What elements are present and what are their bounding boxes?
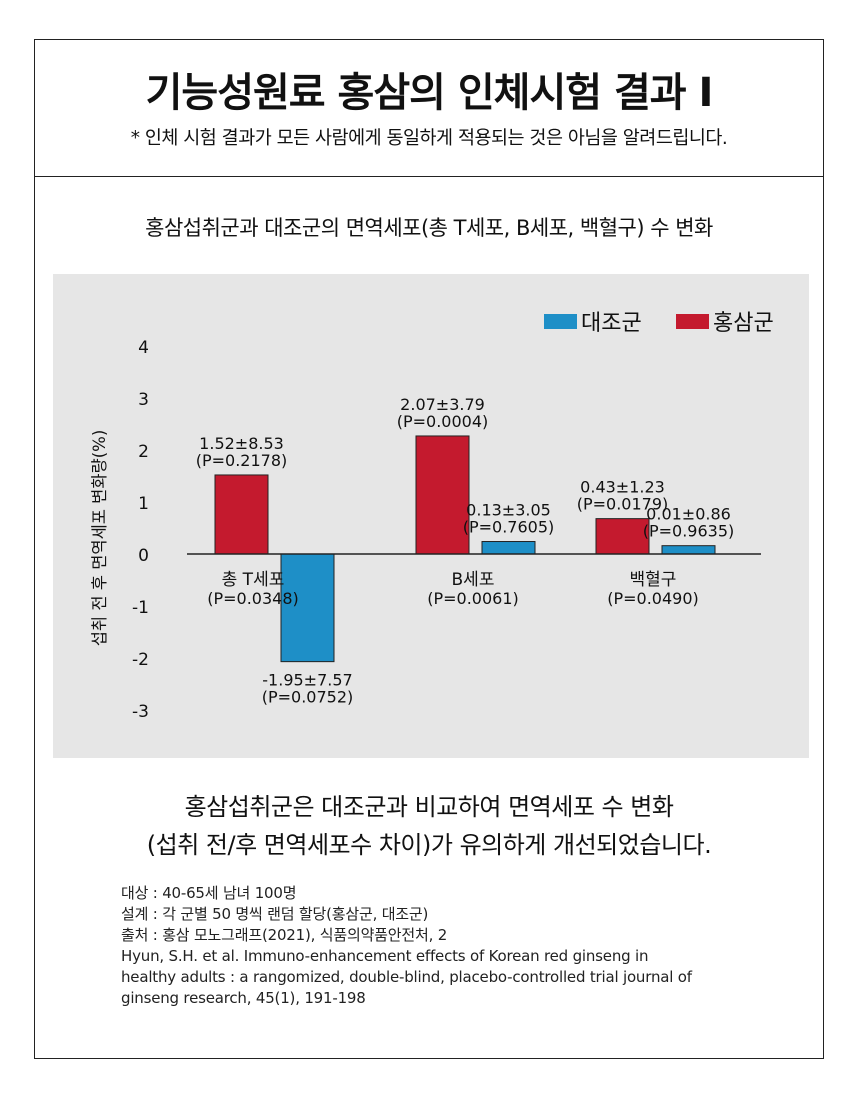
data-label: 2.07±3.79 — [400, 395, 485, 414]
y-tick-label: 3 — [138, 390, 149, 410]
chart-title: 홍삼섭취군과 대조군의 면역세포(총 T세포, B세포, 백혈구) 수 변화 — [145, 216, 713, 240]
category-p-value: (P=0.0348) — [207, 589, 299, 608]
reference-line: 대상 : 40-65세 남녀 100명 — [121, 884, 297, 902]
legend-swatch — [544, 314, 577, 329]
bar — [595, 518, 650, 555]
data-label: (P=0.0004) — [397, 412, 489, 431]
y-tick-label: 4 — [138, 338, 149, 358]
data-label: 1.52±8.53 — [199, 434, 284, 453]
y-tick-label: 2 — [138, 442, 149, 462]
data-label: (P=0.2178) — [196, 451, 288, 470]
chart: 4 3 2 1 0 -1 -2 -3 섭취 전 후 면역세포 변화량(%) 대조군 홍삼군 1.52±… — [53, 274, 809, 758]
conclusion-line-1: 홍삼섭취군은 대조군과 비교하여 면역세포 수 변화 — [184, 793, 674, 821]
data-label: (P=0.0752) — [262, 688, 354, 707]
legend-swatch — [676, 314, 709, 329]
data-label: (P=0.9635) — [643, 522, 735, 541]
reference-line: 출처 : 홍삼 모노그래프(2021), 식품의약품안전처, 2 — [121, 926, 448, 944]
data-label: 0.13±3.05 — [466, 501, 551, 520]
y-tick-label: -1 — [132, 598, 149, 618]
bar — [415, 435, 470, 555]
reference-line: Hyun, S.H. et al. Immuno-enhancement eff… — [121, 947, 649, 965]
category-label: 총 T세포 — [222, 570, 285, 590]
bar-chart-svg: 4 3 2 1 0 -1 -2 -3 섭취 전 후 면역세포 변화량(%) 대조군 홍삼군 1.52±… — [53, 274, 809, 758]
legend-label: 대조군 — [581, 311, 642, 336]
category-p-value: (P=0.0061) — [427, 589, 519, 608]
bar — [280, 553, 335, 663]
header: 기능성원료 홍삼의 인체시험 결과 I * 인체 시험 결과가 모든 사람에게 … — [35, 40, 823, 177]
y-tick-label: 1 — [138, 494, 149, 514]
data-label: 0.43±1.23 — [580, 478, 665, 497]
y-tick-label: -2 — [132, 650, 149, 670]
bar — [661, 545, 716, 555]
conclusion-line-2: (섭취 전/후 면역세포수 차이)가 유의하게 개선되었습니다. — [146, 831, 712, 859]
content-frame: 기능성원료 홍삼의 인체시험 결과 I * 인체 시험 결과가 모든 사람에게 … — [34, 39, 824, 1059]
y-axis-label: 섭취 전 후 면역세포 변화량(%) — [90, 430, 109, 647]
category-label: B세포 — [452, 570, 495, 590]
page-title: 기능성원료 홍삼의 인체시험 결과 I — [145, 70, 714, 116]
data-label: (P=0.7605) — [463, 518, 555, 537]
conclusion: 홍삼섭취군은 대조군과 비교하여 면역세포 수 변화 (섭취 전/후 면역세포수… — [35, 788, 823, 864]
data-label: (P=0.0179) — [577, 495, 669, 514]
reference-line: ginseng research, 45(1), 191-198 — [121, 989, 366, 1007]
data-label: 0.01±0.86 — [646, 505, 731, 524]
bar — [214, 474, 269, 555]
category-label: 백혈구 — [630, 570, 677, 590]
category-p-value: (P=0.0490) — [607, 589, 699, 608]
legend-label: 홍삼군 — [713, 311, 774, 336]
data-label: -1.95±7.57 — [262, 671, 352, 690]
y-tick-label: 0 — [138, 546, 149, 566]
bar — [481, 541, 536, 555]
reference-line: healthy adults : a rangomized, double-bl… — [121, 968, 692, 986]
disclaimer-notice: * 인체 시험 결과가 모든 사람에게 동일하게 적용되는 것은 아님을 알려드… — [130, 128, 728, 149]
reference-line: 설계 : 각 군별 50 명씩 랜덤 할당(홍삼군, 대조군) — [121, 905, 429, 923]
references: 대상 : 40-65세 남녀 100명 설계 : 각 군별 50 명씩 랜덤 할… — [121, 883, 811, 1009]
y-tick-label: -3 — [132, 702, 149, 722]
